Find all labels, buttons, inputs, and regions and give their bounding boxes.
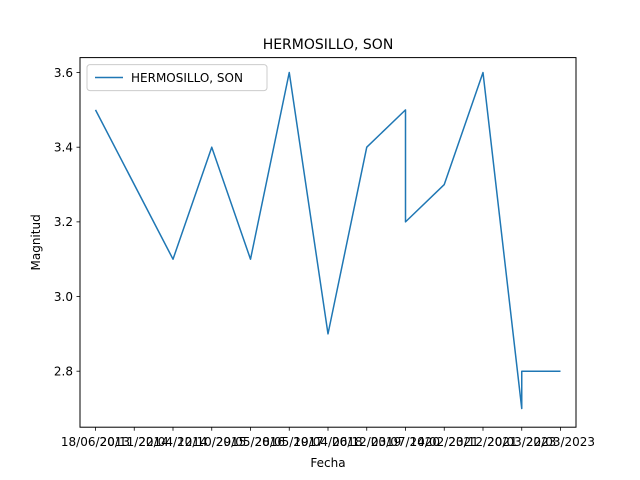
legend-entry: HERMOSILLO, SON (131, 71, 243, 85)
y-tick-label: 3.6 (54, 66, 73, 80)
plot-series (94, 71, 561, 410)
x-tick-label: 28/05/2017 (255, 435, 324, 449)
legend: HERMOSILLO, SON (86, 64, 268, 92)
x-tick-label: 29/05/2016 (216, 435, 285, 449)
x-tick-label: 12/10/2015 (177, 435, 246, 449)
series-line-0 (94, 71, 561, 410)
y-tick-label: 2.8 (54, 365, 73, 379)
x-tick-label: 22/04/2014 (138, 435, 207, 449)
y-tick-label: 3.0 (54, 290, 73, 304)
legend-box (86, 64, 268, 92)
x-tick-label: 23/12/2021 (448, 435, 517, 449)
x-tick-label: 18/06/2013 (61, 435, 130, 449)
x-tick-label: 19/04/2018 (293, 435, 362, 449)
x-axis-label: Fecha (310, 456, 345, 470)
plot-area (79, 57, 577, 428)
y-tick-label: 3.2 (54, 215, 73, 229)
x-tick-label: 20/03/2023 (487, 435, 556, 449)
y-tick-label: 3.4 (54, 141, 73, 155)
x-tick-label: 20/11/2014 (100, 435, 169, 449)
x-tick-label: 06/12/2019 (332, 435, 401, 449)
x-tick-label: 14/02/2021 (410, 435, 479, 449)
y-axis-label: Magnitud (29, 214, 43, 270)
x-tick-label: 03/07/2020 (371, 435, 440, 449)
x-tick-label: 22/03/2023 (526, 435, 595, 449)
y-axis: 2.8 3.0 3.2 3.4 3.6 (54, 66, 80, 379)
chart-title: HERMOSILLO, SON (263, 37, 394, 53)
x-axis: 18/06/201320/11/201422/04/201412/10/2015… (61, 427, 595, 449)
